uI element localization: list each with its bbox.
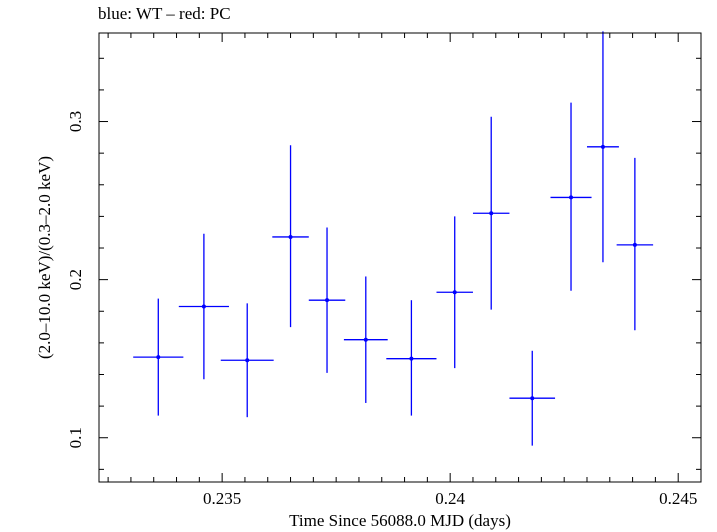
point-marker <box>600 144 605 149</box>
point-marker <box>363 337 368 342</box>
point-marker <box>489 211 494 216</box>
data-point <box>616 157 654 331</box>
point-marker <box>530 396 535 401</box>
data-point <box>386 300 437 416</box>
data-point <box>550 102 592 291</box>
point-marker <box>452 290 457 295</box>
data-point <box>308 227 346 373</box>
point-marker <box>325 298 330 303</box>
axis-ticks <box>99 33 702 482</box>
y-axis-label: (2.0–10.0 keV)/(0.3–2.0 keV) <box>35 156 54 359</box>
y-tick-label: 0.3 <box>66 111 85 132</box>
data-point <box>220 303 274 418</box>
data-point <box>472 116 510 310</box>
y-tick-label: 0.2 <box>66 269 85 290</box>
y-tick-label: 0.1 <box>66 427 85 448</box>
x-tick-label: 0.245 <box>659 489 697 508</box>
x-tick-label: 0.235 <box>203 489 241 508</box>
data-point <box>178 233 229 380</box>
data-point <box>133 298 184 416</box>
point-marker <box>409 356 414 361</box>
point-marker <box>288 234 293 239</box>
chart-title: blue: WT – red: PC <box>98 4 231 23</box>
data-points <box>133 31 654 446</box>
x-axis-label: Time Since 56088.0 MJD (days) <box>289 511 511 530</box>
data-point <box>586 31 619 263</box>
tick-labels: 0.235 0.24 0.245 0.1 0.2 0.3 <box>66 111 697 508</box>
data-point <box>272 145 309 328</box>
point-marker <box>632 242 637 247</box>
x-tick-label: 0.24 <box>435 489 465 508</box>
point-marker <box>156 355 161 360</box>
data-point <box>436 216 473 369</box>
point-marker <box>569 195 574 200</box>
point-marker <box>245 358 250 363</box>
plot-frame <box>98 32 702 483</box>
point-marker <box>201 304 206 309</box>
data-point <box>509 350 556 446</box>
data-point <box>343 276 388 403</box>
